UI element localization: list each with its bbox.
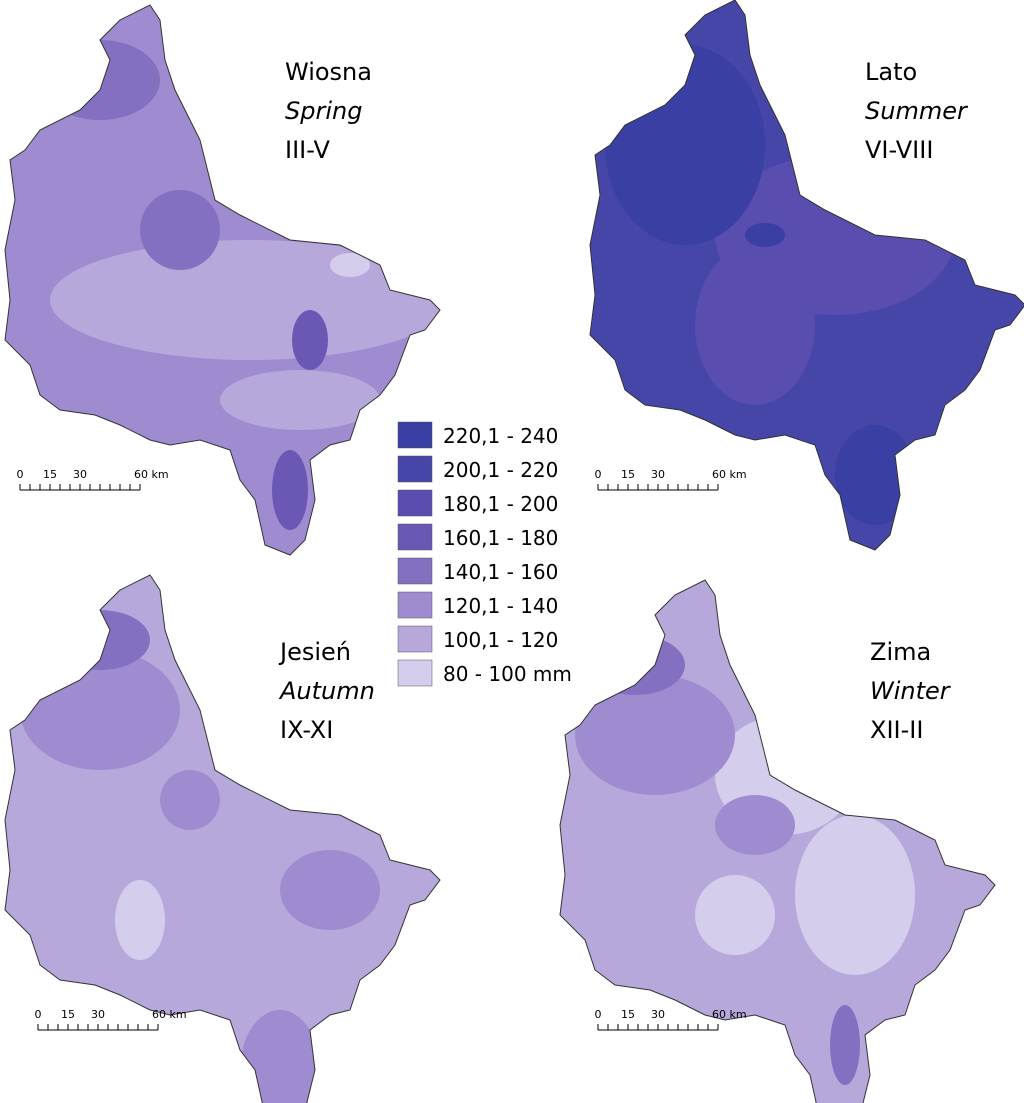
map-months: IX-XI: [280, 716, 333, 744]
legend-swatch: [397, 523, 433, 551]
legend-swatch: [397, 557, 433, 585]
scale-bar: 0 15 30 60 km: [595, 1008, 747, 1031]
map: [4, 574, 441, 1103]
map-months: VI-VIII: [865, 136, 933, 164]
map-title: Wiosna: [285, 58, 372, 86]
legend-label: 220,1 - 240: [443, 424, 558, 448]
map-title-en: Spring: [285, 97, 362, 125]
scale-label: 0: [35, 1008, 42, 1021]
scale-bar: 0 15 30 60 km: [595, 468, 747, 491]
legend-label: 140,1 - 160: [443, 560, 558, 584]
zone: [585, 635, 685, 695]
zone: [50, 240, 440, 360]
zone: [605, 45, 765, 245]
zone: [5, 575, 440, 1103]
scale-bar: 0 15 30 60 km: [35, 1008, 187, 1031]
map-title: Jesień: [278, 638, 351, 666]
zone: [835, 425, 915, 525]
zone: [830, 1005, 860, 1085]
zone: [50, 610, 150, 670]
map: [4, 4, 441, 556]
legend-swatch: [397, 625, 433, 653]
map-title: Zima: [870, 638, 931, 666]
legend-swatch: [397, 421, 433, 449]
scale-label: 60 km: [712, 1008, 747, 1021]
legend: 220,1 - 240 200,1 - 220 180,1 - 200 160,1 -…: [397, 421, 572, 687]
zone: [695, 875, 775, 955]
legend-swatch: [397, 659, 433, 687]
scale-label: 15: [621, 468, 635, 481]
zone: [280, 850, 380, 930]
scale-label: 15: [61, 1008, 75, 1021]
zone: [272, 450, 308, 530]
legend-label: 160,1 - 180: [443, 526, 558, 550]
legend-label: 120,1 - 140: [443, 594, 558, 618]
legend-label: 100,1 - 120: [443, 628, 558, 652]
scale-label: 30: [651, 1008, 665, 1021]
zone: [220, 370, 380, 430]
map-fill: [5, 5, 440, 555]
scale-label: 30: [73, 468, 87, 481]
zone: [40, 40, 160, 120]
scale-label: 15: [621, 1008, 635, 1021]
scale-label: 30: [91, 1008, 105, 1021]
zone: [140, 190, 220, 270]
scale-label: 15: [43, 468, 57, 481]
legend-label: 80 - 100 mm: [443, 662, 572, 686]
legend-label: 180,1 - 200: [443, 492, 558, 516]
map-title-en: Autumn: [278, 677, 375, 705]
map-title: Lato: [865, 58, 917, 86]
scale-label: 60 km: [712, 468, 747, 481]
zone: [160, 770, 220, 830]
zone: [695, 245, 815, 405]
zone: [795, 815, 915, 975]
zone: [115, 880, 165, 960]
scale-label: 60 km: [134, 468, 169, 481]
scale-bar: 0 15 30 60 km: [17, 468, 169, 491]
map-months: III-V: [285, 136, 330, 164]
zone: [715, 795, 795, 855]
map-title-en: Winter: [870, 677, 952, 705]
scale-label: 0: [595, 1008, 602, 1021]
legend-swatch: [397, 455, 433, 483]
scale-label: 60 km: [152, 1008, 187, 1021]
scale-label: 30: [651, 468, 665, 481]
zone: [292, 310, 328, 370]
zone: [745, 223, 785, 247]
map-title-en: Summer: [865, 97, 969, 125]
scale-label: 0: [595, 468, 602, 481]
map: [559, 579, 996, 1103]
zone: [330, 253, 370, 277]
map-months: XII-II: [870, 716, 923, 744]
map-fill: [5, 575, 440, 1103]
scale-label: 0: [17, 468, 24, 481]
legend-swatch: [397, 591, 433, 619]
legend-swatch: [397, 489, 433, 517]
zone: [575, 675, 735, 795]
legend-label: 200,1 - 220: [443, 458, 558, 482]
